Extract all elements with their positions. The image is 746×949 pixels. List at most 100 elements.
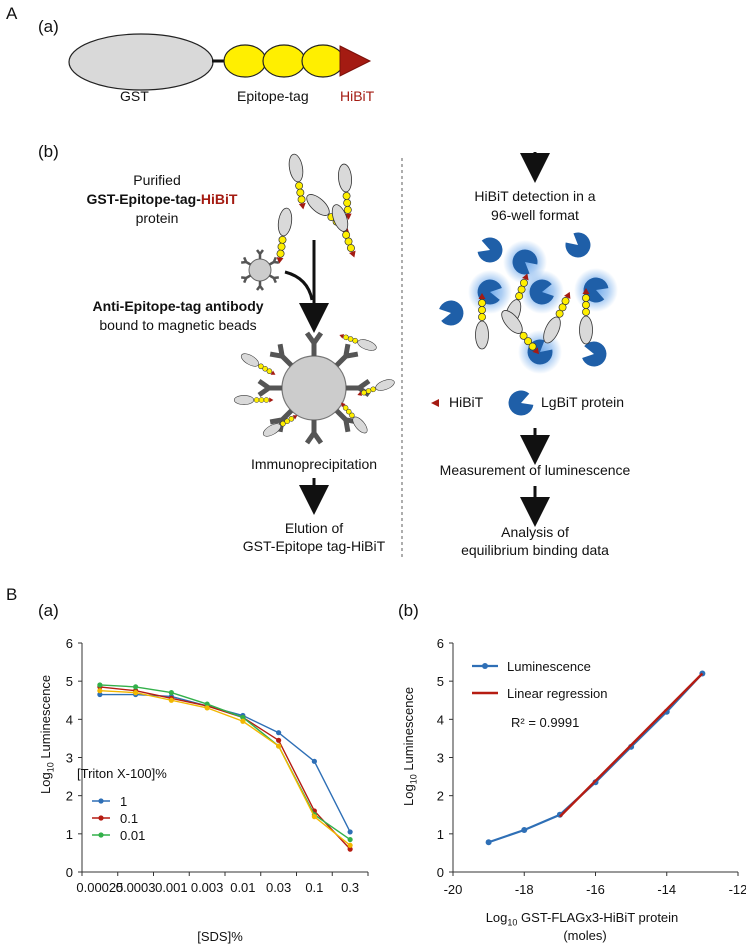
chart-a-ylabel-pre: Log: [38, 772, 53, 794]
chart-a-xtick-label: 0.003: [191, 880, 224, 895]
analysis-line1: Analysis of: [501, 524, 569, 540]
chart-b-ylabel-sub: 10: [408, 774, 419, 785]
chart-a-legend-marker: [98, 832, 104, 838]
panel-label-Ba: (a): [38, 601, 59, 620]
panel-label-B: B: [6, 585, 18, 604]
elution-line1: Elution of: [284, 520, 344, 536]
chart-a-xtick-label: 0.1: [305, 880, 323, 895]
chart-a-point: [97, 688, 103, 694]
chart-a-ylabel-post: Luminescence: [38, 674, 53, 763]
panel-label-Bb: (b): [398, 601, 419, 620]
chart-a-ylabel-sub: 10: [45, 762, 56, 773]
chart-a-xlabel: [SDS]%: [197, 929, 243, 944]
purified-hibit-text: HiBiT: [200, 191, 238, 207]
chart-a-point: [311, 814, 317, 820]
chart-a-point: [97, 682, 103, 688]
small-antibody-bead: [241, 249, 279, 291]
measure-label: Measurement of luminescence: [439, 462, 631, 478]
chart-b-regression-line: [559, 672, 704, 818]
chart-b-ytick-label: 5: [437, 674, 444, 689]
chart-a-point: [168, 697, 174, 703]
panel-label-Ab: (b): [38, 142, 59, 161]
chart-b-legend-marker-1: [482, 663, 488, 669]
chart-a-point: [204, 701, 210, 707]
purified-line1: Purified: [133, 172, 181, 188]
antibody-line2: bound to magnetic beads: [99, 317, 257, 333]
chart-a-point: [311, 758, 317, 764]
chart-a-ytick-label: 2: [66, 789, 73, 804]
chart-a-point: [133, 684, 139, 690]
chart-a-point: [240, 718, 246, 724]
chart-a-point: [133, 690, 139, 696]
chart-b-xlabel: Log10 GST-FLAGx3-HiBiT protein: [462, 910, 702, 928]
chart-a-legend-label: 0.01: [120, 828, 145, 843]
immunoprecipitation-label: Immunoprecipitation: [250, 456, 378, 472]
chart-b-group: 0 1 2 3 4 5 6 -20 -18 -16 -14 -12 Luminescence Linear…: [437, 636, 746, 897]
chart-a-ytick-label: 1: [66, 827, 73, 842]
construct-diagram: [68, 33, 372, 91]
chart-b-ytick-label: 4: [437, 712, 444, 727]
chart-b-legend-label-1: Luminescence: [507, 659, 591, 674]
chart-a-ylabel: Log10 Luminescence: [38, 675, 56, 794]
immunoprecipitation-complex: [233, 330, 397, 445]
chart-b-xlabel-sub: 10: [507, 917, 518, 928]
chart-a-point: [276, 737, 282, 743]
chart-b-xtick-label: -12: [729, 882, 746, 897]
workflow-diagram: [233, 152, 618, 560]
chart-a-legend-label: 1: [120, 794, 127, 809]
chart-a-point: [347, 846, 353, 852]
chart-b-xtick-label: -14: [657, 882, 676, 897]
legend-lgbit-label: LgBiT protein: [541, 394, 625, 410]
chart-b-luminescence-point: [485, 839, 492, 846]
chart-b-xlabel-pre: Log: [485, 910, 508, 925]
chart-a-xtick-label: 0.0003: [116, 880, 156, 895]
chart-a-point: [204, 705, 210, 711]
chart-a-ytick-label: 6: [66, 636, 73, 651]
chart-b-annotation: R² = 0.9991: [511, 715, 580, 730]
chart-a-xtick-label: 0.03: [266, 880, 291, 895]
chart-b-ytick-label: 1: [437, 827, 444, 842]
chart-a-xtick-label: 0.3: [341, 880, 359, 895]
chart-b-ylabel: Log10 Luminescence: [401, 687, 419, 806]
chart-b-xtick-label: -20: [444, 882, 463, 897]
detect-line1: HiBiT detection in a: [474, 188, 596, 204]
chart-a-series-line: [99, 686, 351, 850]
antibody-line1: Anti-Epitope-tag antibody: [92, 298, 264, 314]
chart-a-point: [347, 842, 353, 848]
chart-a-series-line: [99, 684, 351, 841]
chart-b-ytick-label: 6: [437, 636, 444, 651]
chart-a-ytick-label: 4: [66, 712, 73, 727]
chart-a-point: [347, 836, 353, 843]
chart-b-ytick-label: 2: [437, 789, 444, 804]
chart-b-ytick-label: 0: [437, 865, 444, 880]
chart-b-ylabel-pre: Log: [401, 784, 416, 806]
legend-hibit-label: HiBiT: [449, 394, 484, 410]
chart-a-point: [97, 691, 103, 698]
hibit-legend-icon: [431, 399, 439, 407]
chart-a-ytick-label: 3: [66, 751, 73, 766]
purified-line2: GST-Epitope-tag-HiBiT: [72, 191, 252, 207]
purified-line3: protein: [135, 210, 179, 226]
epitope-tag-label: Epitope-tag: [237, 88, 309, 104]
chart-b-ytick-label: 3: [437, 751, 444, 766]
chart-b-legend-label-2: Linear regression: [507, 686, 607, 701]
chart-a-point: [347, 829, 353, 835]
chart-a-legend-marker: [98, 798, 104, 804]
detect-line2: 96-well format: [491, 207, 579, 223]
analysis-line2: equilibrium binding data: [461, 542, 609, 558]
purified-gst-text: GST-Epitope-tag-: [86, 191, 201, 207]
gst-label: GST: [120, 88, 149, 104]
detection-well: [437, 228, 618, 374]
merge-curve-arrow: [284, 270, 314, 301]
panel-label-A: A: [6, 4, 18, 23]
chart-a-xtick-label: 0.001: [155, 880, 188, 895]
chart-a-xtick-label: 0.00025: [76, 880, 123, 895]
chart-a-point: [168, 690, 174, 696]
chart-b-luminescence-point: [521, 827, 528, 834]
panel-label-Aa: (a): [38, 17, 59, 36]
chart-a-point: [276, 743, 282, 749]
chart-a-xtick-label: 0.01: [230, 880, 255, 895]
chart-a-ytick-label: 0: [66, 865, 73, 880]
chart-a-series-line: [99, 690, 351, 846]
